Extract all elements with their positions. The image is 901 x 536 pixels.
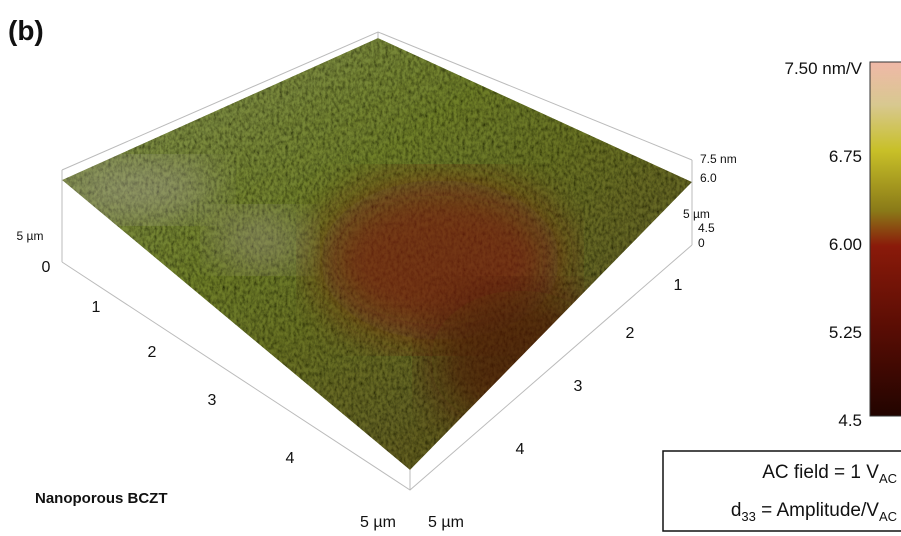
colorbar-tick: 7.50 nm/V	[785, 59, 863, 78]
right-axis-tick: 5 µm	[428, 514, 464, 531]
figure: (b) Nanoporous BCZT 0 1 2 3 4 5 µm 1 2 3 4 5 µm 5 µ…	[0, 0, 901, 536]
surface	[60, 38, 692, 470]
colorbar-tick: 6.00	[829, 235, 862, 254]
colorbar	[870, 62, 901, 416]
right-edge-label: 5 µm	[683, 207, 710, 221]
annotation-line: AC field = 1 VAC	[762, 462, 897, 486]
panel-label: (b)	[8, 15, 44, 46]
colorbar-tick: 6.75	[829, 147, 862, 166]
right-axis-tick: 2	[626, 325, 635, 342]
left-axis-tick: 2	[148, 344, 157, 361]
text-segment: AC field = 1 V	[762, 462, 879, 483]
left-axis-tick: 4	[286, 450, 295, 467]
right-axis-tick: 4	[516, 441, 525, 458]
right-edge-label: 4.5	[698, 221, 715, 235]
subscript: AC	[879, 471, 897, 486]
right-axis-tick: 3	[574, 378, 583, 395]
colorbar-tick: 4.5	[838, 411, 862, 430]
annotation-line: d33 = Amplitude/VAC	[731, 500, 897, 524]
left-axis-tick: 5 µm	[360, 514, 396, 531]
right-edge-label: 6.0	[700, 171, 717, 185]
subscript: AC	[879, 509, 897, 524]
text-segment: d	[731, 500, 742, 521]
back-axis-label: 5 µm	[17, 229, 44, 243]
left-axis-tick: 3	[208, 392, 217, 409]
right-edge-label: 0	[698, 236, 705, 250]
right-axis-tick: 1	[674, 277, 683, 294]
colorbar-tick: 5.25	[829, 323, 862, 342]
subscript: 33	[741, 509, 755, 524]
page: {"panel_label": "(b)", "sample_label": "…	[0, 0, 901, 536]
right-edge-label: 7.5 nm	[700, 152, 737, 166]
sample-label: Nanoporous BCZT	[35, 490, 168, 507]
left-axis-tick: 0	[42, 259, 51, 276]
left-axis-tick: 1	[92, 299, 101, 316]
text-segment: = Amplitude/V	[756, 500, 879, 521]
